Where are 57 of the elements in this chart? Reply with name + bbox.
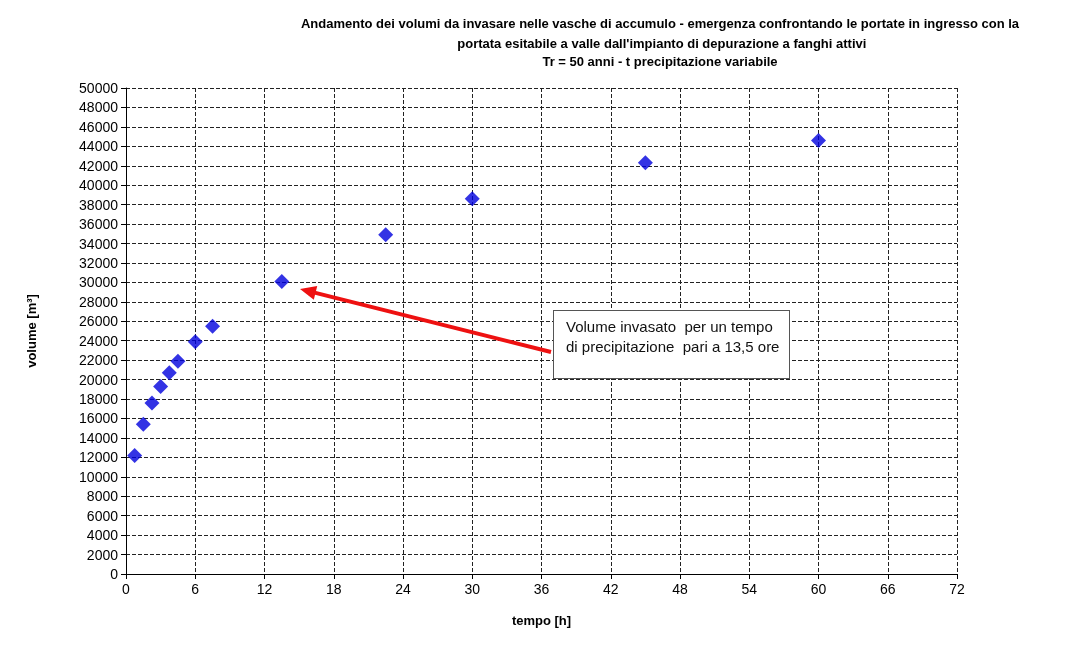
x-tick-label: 18 xyxy=(325,581,342,597)
x-tick-label: 54 xyxy=(741,581,758,597)
y-tick-label: 0 xyxy=(110,566,119,582)
point xyxy=(637,155,653,171)
x-tick-label: 36 xyxy=(533,581,550,597)
point xyxy=(135,416,151,432)
y-tick-label: 46000 xyxy=(79,118,119,135)
y-tick-label: 6000 xyxy=(86,507,119,524)
x-tick-label: 24 xyxy=(395,581,411,597)
x-tick-label: 0 xyxy=(122,581,131,597)
x-tick-label: 12 xyxy=(256,581,273,597)
y-tick-label: 24000 xyxy=(79,332,119,349)
y-tick-label: 20000 xyxy=(79,371,119,388)
point xyxy=(378,227,394,243)
point xyxy=(187,334,203,350)
y-tick-label: 22000 xyxy=(79,352,119,369)
y-tick-label: 44000 xyxy=(79,138,119,155)
annotation: Volume invasato per un tempo di precipitazione pari a 13,5 ore xyxy=(553,310,791,379)
y-tick-label: 30000 xyxy=(79,274,119,291)
y-tick-label: 4000 xyxy=(86,527,119,544)
chart-subtitle: Tr = 50 anni - t precipitazione variabile xyxy=(542,54,778,69)
y-tick-label: 32000 xyxy=(79,254,119,271)
y-tick-label: 18000 xyxy=(79,391,119,408)
point xyxy=(153,378,169,394)
point xyxy=(170,353,186,369)
point xyxy=(205,318,221,334)
y-tick-label: 36000 xyxy=(79,216,119,233)
y-tick-label: 2000 xyxy=(86,546,119,563)
x-tick-label: 6 xyxy=(191,581,200,597)
y-tick-label: 8000 xyxy=(86,488,119,505)
x-tick-label: 66 xyxy=(879,581,896,597)
y-tick-label: 26000 xyxy=(79,313,119,330)
x-tick-label: 72 xyxy=(949,581,965,597)
point xyxy=(464,191,480,207)
y-tick-label: 34000 xyxy=(79,235,119,252)
y-tick-label: 14000 xyxy=(79,429,119,446)
y-tick-label: 40000 xyxy=(79,177,119,194)
point xyxy=(144,395,160,411)
y-tick-label: 12000 xyxy=(79,449,119,466)
x-tick-label: 48 xyxy=(672,581,688,597)
point xyxy=(127,447,143,463)
y-tick-label: 10000 xyxy=(79,468,119,485)
y-tick-label: 38000 xyxy=(79,196,119,213)
chart-title: Andamento dei volumi da invasare nelle vasche di accumulo - emergenza confrontando le portate in ingresso con la portata esitabile a valle dall'impianto di depurazione a fanghi attivi xyxy=(300,15,1020,51)
point xyxy=(811,132,826,148)
y-tick-label: 28000 xyxy=(79,293,119,310)
x-axis-title: tempo [h] xyxy=(511,613,572,628)
y-tick-label: 42000 xyxy=(79,157,119,174)
y-tick-label: 50000 xyxy=(79,80,119,96)
x-tick-label: 42 xyxy=(602,581,619,597)
y-tick-label: 16000 xyxy=(79,410,119,427)
point xyxy=(274,273,290,289)
y-axis-title: volume [m³] xyxy=(24,294,39,368)
point xyxy=(161,365,177,381)
x-tick-label: 60 xyxy=(810,581,827,597)
y-tick-label: 48000 xyxy=(79,99,119,116)
x-tick-label: 30 xyxy=(464,581,481,597)
